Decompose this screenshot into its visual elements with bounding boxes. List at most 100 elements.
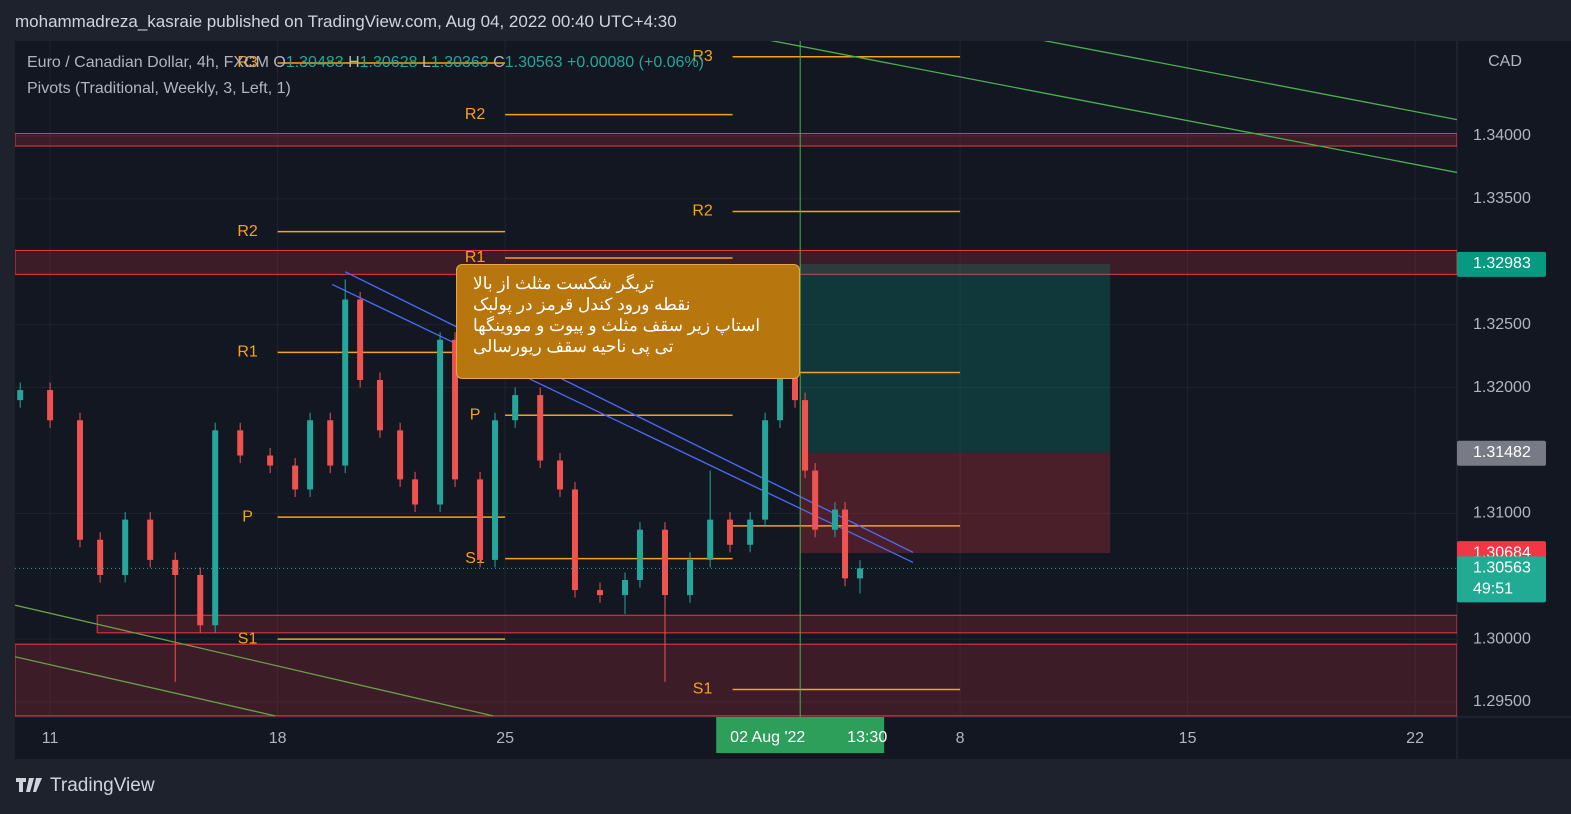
axis-layer: 1.34000 1.33500 1.32500 1.32000 1.31000 1.300… xyxy=(42,127,1546,753)
candle-body xyxy=(707,519,714,560)
y-tick-label: 1.34000 xyxy=(1473,127,1531,144)
y-tick-label: 1.30000 xyxy=(1473,630,1531,647)
ohlc-label: H xyxy=(348,54,360,71)
annotation-line: تریگر شکست مثلث از بالا xyxy=(473,274,655,293)
zone xyxy=(15,643,1457,717)
x-tick-label: 11 xyxy=(42,730,59,747)
candle-body xyxy=(842,509,849,579)
crosshair-label-bg xyxy=(716,717,885,753)
zone xyxy=(96,614,1457,634)
candle-body xyxy=(512,395,519,421)
candle-body xyxy=(76,420,83,540)
ohlc-value: 1.30483 xyxy=(285,54,344,71)
x-tick-label: 22 xyxy=(1406,730,1424,747)
y-tick-label: 1.31000 xyxy=(1473,505,1531,522)
candle-body xyxy=(267,455,274,466)
candle-body xyxy=(452,339,459,480)
price-badge-label: 1.30563 xyxy=(1473,560,1531,577)
candle-body xyxy=(596,590,603,596)
candle-body xyxy=(17,390,24,401)
candle-body xyxy=(812,470,819,530)
pivot-label: R2 xyxy=(237,223,258,240)
target-zone xyxy=(800,263,1111,453)
candle-body xyxy=(327,420,334,466)
pivot-label: R3 xyxy=(237,54,258,71)
candle-body xyxy=(397,430,404,480)
crosshair-time: 13:30 xyxy=(847,729,887,746)
ohlc-label: C xyxy=(493,54,505,71)
candle-body xyxy=(237,430,244,456)
candle-body xyxy=(47,390,54,421)
pivot-label: R3 xyxy=(692,48,713,65)
price-badge-label: 1.31482 xyxy=(1473,444,1531,461)
x-tick-label: 8 xyxy=(956,730,965,747)
candle-body xyxy=(122,519,129,575)
publisher: mohammadreza_kasraie published on Tradin… xyxy=(15,12,677,31)
zone xyxy=(15,132,1457,147)
candle-body xyxy=(412,479,419,505)
pivot-label: S1 xyxy=(238,630,258,647)
plot-layer: R3R2R1PS1R2R1PS1R3R2R1S1 xyxy=(15,41,1457,717)
ohlc-value: 1.30628 xyxy=(359,54,418,71)
pivot-label: R1 xyxy=(465,249,486,266)
candle-body xyxy=(622,580,629,596)
candle-body xyxy=(97,539,104,575)
ohlc-label: L xyxy=(421,54,431,71)
y-tick-label: 1.33500 xyxy=(1473,190,1531,207)
candle-body xyxy=(197,574,204,626)
x-tick-label: 18 xyxy=(269,730,287,747)
candle-body xyxy=(571,489,578,591)
price-badge xyxy=(1457,440,1546,466)
pivot-label: P xyxy=(470,406,481,423)
candle-body xyxy=(726,519,733,545)
price-badge xyxy=(1457,556,1546,603)
y-tick-label: 1.32000 xyxy=(1473,379,1531,396)
annotation-line: نقطه ورود کندل قرمز در پولبک xyxy=(473,295,691,314)
candle-body xyxy=(492,420,499,560)
price-axis xyxy=(1457,41,1571,759)
candle-body xyxy=(212,430,219,626)
candle-body xyxy=(172,559,179,575)
candle-body xyxy=(537,395,544,461)
candle-body xyxy=(747,519,754,545)
candle-body xyxy=(687,559,694,596)
countdown: 49:51 xyxy=(1473,581,1513,598)
trendline xyxy=(15,656,276,717)
candle-body xyxy=(437,339,444,505)
x-tick-label: 15 xyxy=(1179,730,1197,747)
candle-body xyxy=(762,420,769,520)
annotation-line: تی پی ناحیه سقف ریورسالی xyxy=(473,337,674,356)
pivot-label: P xyxy=(242,508,253,525)
ohlc-value: 1.30563 xyxy=(504,54,563,71)
symbol: Euro / Canadian Dollar, 4h, FXCM xyxy=(27,54,269,71)
trendline xyxy=(769,41,1457,174)
candle-body xyxy=(661,529,668,596)
candle-body xyxy=(791,374,798,401)
candle-body xyxy=(802,400,809,471)
crosshair-date: 02 Aug '22 xyxy=(730,729,805,746)
symbol-legend: Euro / Canadian Dollar, 4h, FXCM O1.3048… xyxy=(27,54,704,72)
y-tick-label: 1.29500 xyxy=(1473,693,1531,710)
candle-body xyxy=(342,299,349,466)
y-tick-label: 1.32500 xyxy=(1473,316,1531,333)
x-tick-label: 25 xyxy=(496,730,514,747)
plot-area xyxy=(15,41,1457,717)
stop-zone xyxy=(800,452,1111,554)
candle-body xyxy=(357,299,364,381)
candle-body xyxy=(477,479,484,560)
trendline xyxy=(344,271,914,553)
candle-body xyxy=(376,380,383,431)
candle-body xyxy=(777,374,784,421)
footer-brand: TradingView xyxy=(50,775,155,796)
ohlc-value: 1.30363 xyxy=(430,54,489,71)
pivot-label: R2 xyxy=(692,203,713,220)
candle-body xyxy=(147,519,154,560)
change: +0.00080 (+0.06%) xyxy=(567,54,705,71)
annotation: تریگر شکست مثلث از بالا نقطه ورود کندل ق… xyxy=(456,264,800,379)
candle-body xyxy=(292,465,299,490)
candle-body xyxy=(856,568,863,579)
currency: CAD xyxy=(1488,53,1522,70)
pivot-label: R2 xyxy=(465,106,486,123)
pivot-label: R1 xyxy=(237,344,258,361)
